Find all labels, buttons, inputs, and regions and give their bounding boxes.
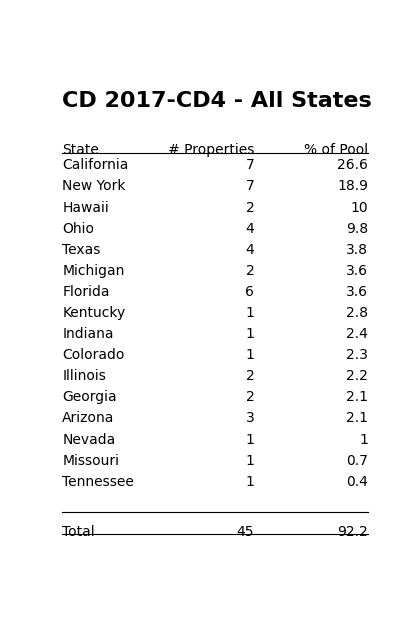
Text: 6: 6 xyxy=(245,285,255,299)
Text: Indiana: Indiana xyxy=(62,327,114,341)
Text: 2: 2 xyxy=(246,201,255,215)
Text: 4: 4 xyxy=(246,222,255,236)
Text: New York: New York xyxy=(62,180,126,194)
Text: Florida: Florida xyxy=(62,285,110,299)
Text: 10: 10 xyxy=(351,201,368,215)
Text: 0.7: 0.7 xyxy=(346,454,368,468)
Text: 1: 1 xyxy=(245,327,255,341)
Text: Colorado: Colorado xyxy=(62,348,125,362)
Text: Missouri: Missouri xyxy=(62,454,119,468)
Text: State: State xyxy=(62,143,99,157)
Text: 7: 7 xyxy=(246,159,255,173)
Text: 2.1: 2.1 xyxy=(346,412,368,426)
Text: 1: 1 xyxy=(360,433,368,447)
Text: 3: 3 xyxy=(246,412,255,426)
Text: 2.2: 2.2 xyxy=(346,369,368,383)
Text: 1: 1 xyxy=(245,348,255,362)
Text: Texas: Texas xyxy=(62,243,101,257)
Text: 92.2: 92.2 xyxy=(338,526,368,540)
Text: % of Pool: % of Pool xyxy=(304,143,368,157)
Text: 3.8: 3.8 xyxy=(346,243,368,257)
Text: 1: 1 xyxy=(245,454,255,468)
Text: Michigan: Michigan xyxy=(62,264,125,278)
Text: California: California xyxy=(62,159,129,173)
Text: Georgia: Georgia xyxy=(62,390,117,404)
Text: 2.1: 2.1 xyxy=(346,390,368,404)
Text: 2: 2 xyxy=(246,264,255,278)
Text: Arizona: Arizona xyxy=(62,412,115,426)
Text: 7: 7 xyxy=(246,180,255,194)
Text: 9.8: 9.8 xyxy=(346,222,368,236)
Text: Hawaii: Hawaii xyxy=(62,201,109,215)
Text: 3.6: 3.6 xyxy=(346,264,368,278)
Text: Total: Total xyxy=(62,526,95,540)
Text: Ohio: Ohio xyxy=(62,222,94,236)
Text: Kentucky: Kentucky xyxy=(62,306,126,320)
Text: 4: 4 xyxy=(246,243,255,257)
Text: 2: 2 xyxy=(246,369,255,383)
Text: 0.4: 0.4 xyxy=(346,475,368,489)
Text: 2.8: 2.8 xyxy=(346,306,368,320)
Text: 45: 45 xyxy=(237,526,255,540)
Text: 2.3: 2.3 xyxy=(346,348,368,362)
Text: Illinois: Illinois xyxy=(62,369,106,383)
Text: 3.6: 3.6 xyxy=(346,285,368,299)
Text: 1: 1 xyxy=(245,433,255,447)
Text: 18.9: 18.9 xyxy=(337,180,368,194)
Text: CD 2017-CD4 - All States: CD 2017-CD4 - All States xyxy=(62,91,372,111)
Text: 1: 1 xyxy=(245,306,255,320)
Text: 26.6: 26.6 xyxy=(337,159,368,173)
Text: 1: 1 xyxy=(245,475,255,489)
Text: # Properties: # Properties xyxy=(168,143,255,157)
Text: Nevada: Nevada xyxy=(62,433,116,447)
Text: Tennessee: Tennessee xyxy=(62,475,134,489)
Text: 2: 2 xyxy=(246,390,255,404)
Text: 2.4: 2.4 xyxy=(346,327,368,341)
